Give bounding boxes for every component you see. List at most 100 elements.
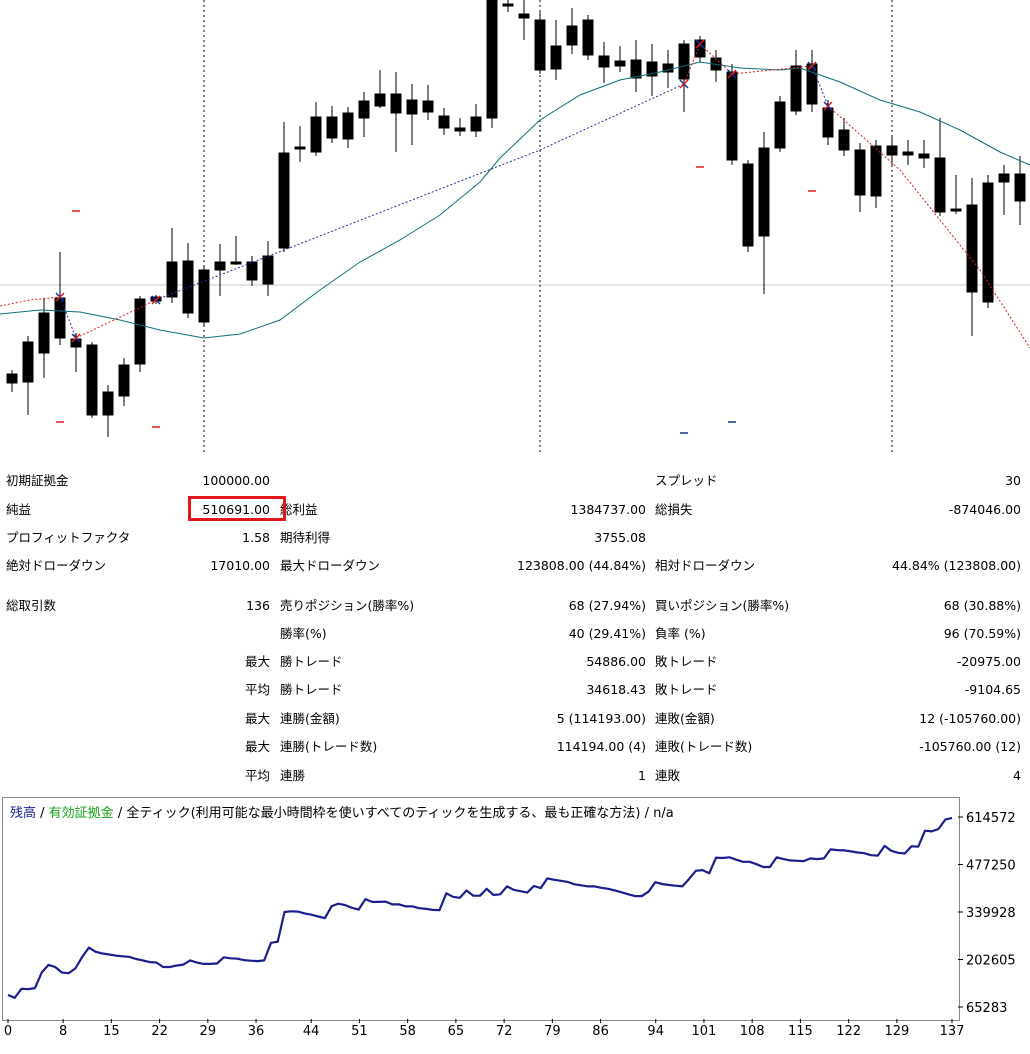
candle [230, 261, 242, 265]
x-tick-label: 0 [4, 1024, 12, 1039]
moving-average-line [0, 61, 1030, 339]
stat-label: 連勝(金額) [280, 711, 340, 726]
relative-drawdown-value: 44.84% (123808.00) [892, 558, 1021, 573]
x-tick-label: 72 [496, 1024, 513, 1039]
candle [806, 63, 818, 105]
candle [358, 100, 370, 119]
stat-value: 114194.00 (4) [556, 739, 646, 754]
stat-value: 34618.43 [586, 682, 646, 697]
candle [774, 101, 786, 149]
profit-factor-label: プロフィットファクタ [6, 530, 131, 545]
balance-line [7, 816, 953, 999]
candle [390, 93, 402, 114]
trade-arrow-marker [807, 61, 817, 71]
candle [6, 373, 18, 384]
trade-line [683, 43, 813, 85]
stat-label: 勝トレード [280, 682, 343, 697]
stat-label: 敗トレード [655, 654, 718, 669]
short-positions-label: 売りポジション(勝率%) [280, 598, 415, 613]
trade-arrow-marker [823, 101, 833, 111]
initial-deposit-value: 100000.00 [202, 473, 270, 488]
candle [278, 152, 290, 249]
candle [422, 100, 434, 113]
candle [534, 19, 546, 71]
stat-value: 12 (-105760.00) [919, 711, 1021, 726]
stat-value: -20975.00 [956, 654, 1021, 669]
candle [982, 182, 994, 303]
candle [406, 99, 418, 115]
loss-rate-value: 96 (70.59%) [943, 626, 1021, 641]
gross-loss-value: -874046.00 [948, 502, 1021, 517]
x-tick-label: 79 [544, 1024, 561, 1039]
x-tick-label: 51 [351, 1024, 368, 1039]
candle [486, 0, 498, 119]
x-tick-label: 44 [303, 1024, 320, 1039]
stat-label: 連勝(トレード数) [280, 739, 378, 754]
win-rate-label: 勝率(%) [280, 626, 327, 641]
candle [294, 146, 306, 150]
candle [598, 55, 610, 68]
equity-legend: 残高 / 有効証拠金 / 全ティック(利用可能な最小時間枠を使いすべてのティック… [10, 802, 674, 821]
stat-label: 連勝 [280, 768, 306, 783]
trade-arrow-marker [55, 292, 65, 302]
trade-arrow-marker [679, 79, 689, 89]
loss-rate-label: 負率 (%) [655, 626, 706, 641]
backtest-report: 初期証拠金 100000.00 スプレッド 30 純益 510691.00 総利… [0, 465, 1030, 795]
y-tick-label: 202605 [966, 954, 1016, 969]
stat-prefix: 平均 [244, 682, 270, 697]
x-tick-label: 15 [103, 1024, 120, 1039]
balance-chart: 614572 477250 339928 202605 65283 0 8 15 22 29 36 4… [4, 811, 1016, 1039]
candle [38, 312, 50, 354]
x-tick-label: 58 [399, 1024, 416, 1039]
candle [342, 112, 354, 140]
candle [214, 261, 226, 271]
candle [246, 261, 258, 281]
trade-arrow-marker [695, 39, 705, 49]
max-drawdown-value: 123808.00 (44.84%) [517, 558, 646, 573]
x-tick-label: 101 [692, 1024, 717, 1039]
stat-label: 連敗(トレード数) [655, 739, 753, 754]
x-tick-label: 94 [647, 1024, 664, 1039]
stat-prefix: 最大 [244, 711, 270, 726]
expected-payoff-label: 期待利得 [280, 530, 331, 545]
candle [22, 341, 34, 383]
stat-value: 4 [1013, 768, 1021, 783]
candlestick-chart [0, 0, 1030, 455]
y-tick-label: 614572 [966, 811, 1016, 826]
candle [134, 298, 146, 365]
trade-arrow-marker [71, 333, 81, 343]
total-trades-value: 136 [246, 598, 270, 613]
stat-value: 54886.00 [586, 654, 646, 669]
candle [566, 25, 578, 46]
x-tick-label: 8 [59, 1024, 67, 1039]
legend-separator: / [36, 806, 49, 821]
gross-loss-label: 総損失 [655, 502, 693, 517]
candle [918, 153, 930, 159]
candle [758, 147, 770, 237]
legend-model: 全ティック(利用可能な最小時間枠を使いすべてのティックを生成する、最も正確な方法… [126, 806, 674, 821]
stat-value: 1 [638, 768, 646, 783]
x-tick-label: 137 [940, 1024, 965, 1039]
candle [998, 173, 1010, 183]
x-tick-label: 36 [248, 1024, 265, 1039]
candle [374, 93, 386, 107]
candle [310, 116, 322, 153]
equity-chart-frame [2, 797, 960, 1021]
legend-equity: 有効証拠金 [48, 806, 114, 821]
candle [518, 13, 530, 19]
candle [118, 364, 130, 397]
candle [950, 208, 962, 212]
stat-label: 敗トレード [655, 682, 718, 697]
candle [742, 163, 754, 247]
trade-line [827, 105, 1030, 349]
net-profit-label: 純益 [6, 502, 32, 517]
net-profit-highlight [188, 496, 286, 521]
x-tick-label: 115 [788, 1024, 813, 1039]
max-drawdown-label: 最大ドローダウン [280, 558, 381, 573]
candle [822, 107, 834, 138]
legend-separator: / [113, 806, 127, 821]
gross-profit-label: 総利益 [280, 502, 318, 517]
y-tick-label: 65283 [966, 1001, 1007, 1016]
candle [678, 43, 690, 80]
sar-line [0, 296, 61, 307]
